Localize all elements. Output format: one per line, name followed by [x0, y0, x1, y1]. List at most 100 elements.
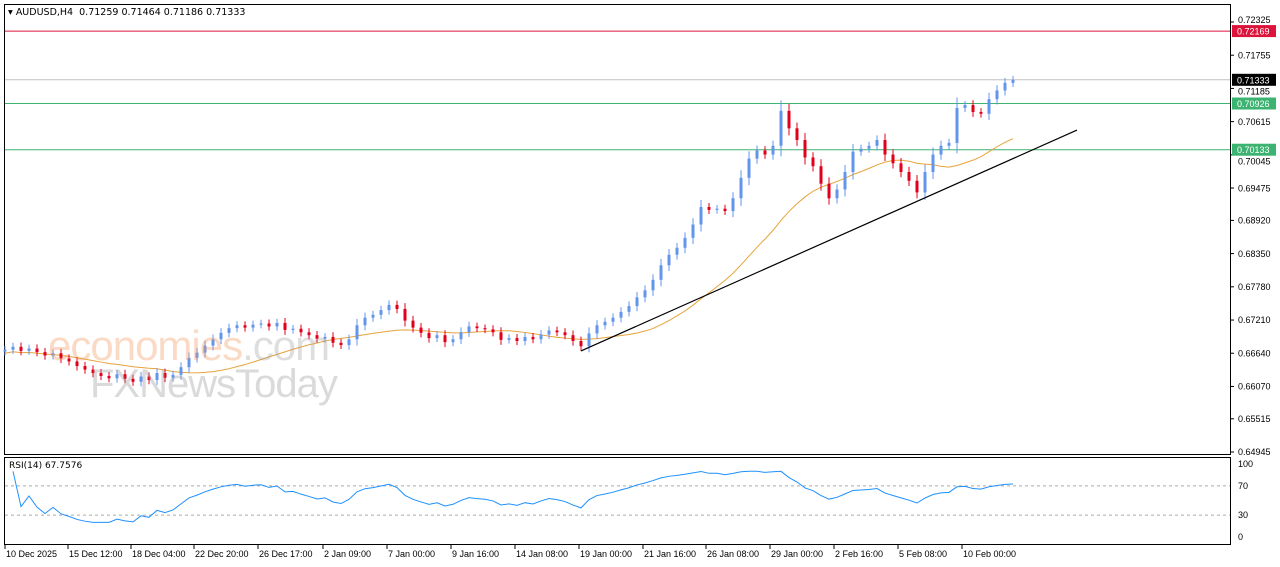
candle-body: [907, 172, 911, 181]
rsi-label: RSI(14) 67.7576: [9, 461, 83, 471]
candle-body: [827, 183, 831, 199]
candle-body: [755, 150, 759, 159]
price-level-label: 0.72169: [1237, 27, 1270, 37]
x-tick-label: 2 Jan 09:00: [324, 549, 371, 559]
price-level-label: 0.70133: [1237, 145, 1270, 155]
candle-body: [443, 335, 447, 343]
candle-body: [683, 237, 687, 248]
candle-body: [859, 148, 863, 152]
candle-body: [427, 332, 431, 339]
candle-body: [315, 335, 319, 339]
candle-body: [731, 198, 735, 212]
x-tick-label: 5 Feb 08:00: [899, 549, 947, 559]
trendline: [580, 129, 1078, 352]
x-tick-label: 19 Jan 00:00: [580, 549, 632, 559]
candle-body: [195, 352, 199, 358]
candle-body: [387, 304, 391, 311]
candle-body: [971, 105, 975, 113]
candle-body: [715, 208, 719, 210]
candle-body: [211, 339, 215, 346]
candle-body: [515, 338, 519, 342]
rsi-line: [12, 470, 1014, 523]
candle-body: [467, 326, 471, 333]
y-tick-label: 0.67210: [1238, 315, 1271, 325]
price-level-label: 0.70926: [1237, 99, 1270, 109]
candle-body: [723, 208, 727, 212]
candle-body: [403, 308, 407, 321]
candle-body: [323, 336, 327, 339]
candle-body: [523, 336, 527, 342]
low-value: 0.71186: [163, 7, 204, 18]
candle-body: [131, 378, 135, 382]
candle-body: [171, 374, 175, 378]
candle-body: [947, 142, 951, 146]
candle-body: [43, 352, 47, 356]
x-tick-label: 2 Feb 16:00: [835, 549, 883, 559]
rsi-panel-frame: [4, 457, 1231, 545]
candle-body: [419, 327, 423, 333]
candle-body: [643, 290, 647, 298]
candle-body: [659, 265, 663, 280]
candle-body: [811, 157, 815, 167]
candle-body: [531, 336, 535, 340]
candle-body: [771, 145, 775, 155]
collapse-triangle-icon[interactable]: ▾: [8, 7, 13, 18]
candle-body: [563, 332, 567, 336]
candle-body: [635, 297, 639, 307]
y-tick-label: 0.70045: [1238, 156, 1271, 166]
candle-body: [107, 375, 111, 379]
candle-body: [251, 324, 255, 328]
candle-body: [339, 342, 343, 346]
y-tick-label: 0.68350: [1238, 249, 1271, 259]
candle-body: [923, 172, 927, 193]
candle-body: [227, 328, 231, 333]
candle-body: [843, 172, 847, 190]
candle-body: [867, 145, 871, 149]
candle-body: [587, 333, 591, 347]
candle-body: [27, 348, 31, 351]
high-value: 0.71464: [121, 7, 161, 18]
candle-body: [667, 254, 671, 266]
candle-body: [491, 329, 495, 333]
candle-body: [915, 180, 919, 193]
candle-body: [547, 330, 551, 335]
candle-body: [179, 367, 183, 375]
y-tick-label: 0.64945: [1238, 447, 1271, 457]
candle-body: [803, 139, 807, 158]
y-tick-label: 0.71755: [1238, 50, 1271, 60]
price-level-badge: [1232, 25, 1276, 38]
candle-body: [355, 325, 359, 340]
x-tick-label: 15 Dec 12:00: [69, 549, 123, 559]
candle-body: [155, 373, 159, 381]
candle-body: [299, 328, 303, 333]
x-tick-label: 18 Dec 04:00: [132, 549, 186, 559]
candle-body: [51, 353, 55, 356]
close-value: 0.71333: [206, 7, 246, 18]
y-tick-label: 0.65515: [1238, 414, 1271, 424]
x-tick-label: 7 Jan 00:00: [388, 549, 435, 559]
x-tick-label: 29 Jan 00:00: [771, 549, 823, 559]
candle-body: [451, 339, 455, 343]
candle-body: [91, 369, 95, 374]
candle-body: [371, 314, 375, 318]
candle-body: [555, 330, 559, 333]
candle-body: [411, 320, 415, 328]
symbol-label: AUDUSD,H4: [15, 7, 74, 18]
x-tick-label: 10 Dec 2025: [6, 549, 57, 559]
candle-body: [283, 322, 287, 330]
candle-body: [891, 154, 895, 164]
candle-body: [963, 105, 967, 108]
candle-body: [123, 374, 127, 379]
candle-body: [571, 335, 575, 342]
candle-body: [67, 358, 71, 362]
candle-body: [875, 139, 879, 146]
candle-body: [219, 332, 223, 340]
candle-body: [931, 154, 935, 173]
rsi-tick-label: 70: [1238, 481, 1248, 491]
chart-title: ▾ AUDUSD,H4 0.71259 0.71464 0.71186 0.71…: [8, 7, 245, 18]
main-panel-frame: [4, 4, 1231, 455]
candle-body: [603, 321, 607, 326]
candle-body: [147, 376, 151, 381]
candle-body: [651, 279, 655, 291]
